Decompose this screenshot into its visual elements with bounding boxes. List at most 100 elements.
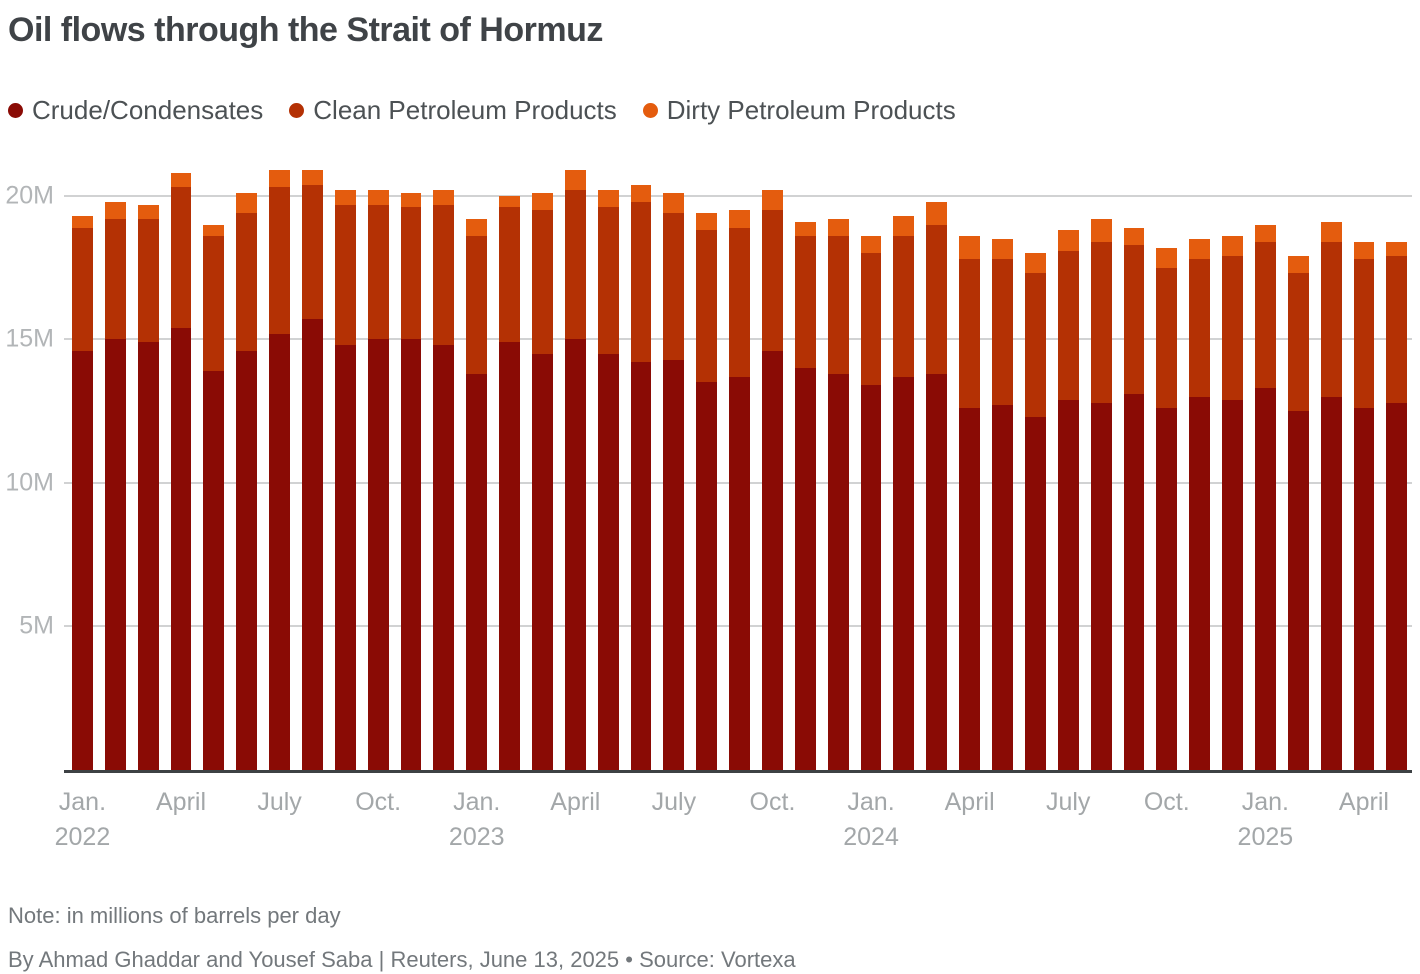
- segment-dirty: [367, 190, 389, 205]
- x-slot-20: [729, 785, 750, 847]
- y-axis: 5M 10M 15M 20M: [5, 156, 54, 770]
- segment-crude: [893, 376, 915, 770]
- bar-aug-2022: [302, 170, 323, 770]
- x-tick-april: April: [155, 787, 207, 816]
- segment-crude: [827, 373, 849, 770]
- segment-clean: [433, 204, 455, 346]
- segment-dirty: [827, 218, 849, 237]
- segment-dirty: [104, 201, 126, 219]
- segment-clean: [729, 227, 751, 377]
- segment-clean: [400, 207, 422, 340]
- x-tick-april: April: [944, 787, 995, 816]
- x-tick-jan-2024: Jan. 2024: [843, 787, 899, 851]
- bar-aug-2024: [1090, 218, 1112, 770]
- segment-clean: [203, 236, 225, 371]
- segment-dirty: [532, 193, 553, 211]
- x-slot-1: [105, 785, 126, 847]
- segment-crude: [236, 350, 258, 770]
- segment-dirty: [236, 193, 258, 214]
- gridline-20m: [64, 194, 1412, 197]
- segment-clean: [959, 259, 981, 409]
- segment-clean: [1189, 259, 1211, 397]
- segment-dirty: [1353, 241, 1375, 260]
- segment-dirty: [170, 173, 192, 188]
- segment-crude: [1123, 393, 1145, 770]
- x-tick-jan-2025: Jan. 2025: [1237, 787, 1294, 851]
- segment-clean: [170, 187, 192, 328]
- x-slot-7: [302, 785, 323, 847]
- bar-oct-2022: [367, 190, 389, 770]
- x-slot-31: [1091, 785, 1112, 847]
- segment-clean: [1320, 241, 1342, 397]
- segment-crude: [1057, 399, 1079, 770]
- bar-oct-2023: [762, 190, 783, 770]
- segment-clean: [992, 259, 1013, 406]
- segment-dirty: [203, 224, 225, 237]
- bar-feb-2024: [893, 216, 915, 770]
- segment-dirty: [630, 184, 652, 202]
- x-slot-33: Oct.: [1144, 785, 1190, 847]
- segment-clean: [564, 190, 586, 340]
- segment-clean: [104, 218, 126, 340]
- segment-clean: [1123, 244, 1145, 394]
- segment-crude: [499, 342, 521, 770]
- segment-dirty: [663, 193, 685, 214]
- legend-dot-clean-icon: [289, 102, 305, 118]
- bar-sep-2024: [1123, 227, 1145, 770]
- legend-label-crude: Crude/Condensates: [32, 94, 264, 125]
- segment-clean: [926, 224, 948, 374]
- segment-crude: [630, 362, 652, 770]
- bar-jan-2024: [860, 236, 882, 770]
- y-axis-label-20m: 20M: [5, 181, 54, 210]
- bar-jan-2022: [72, 216, 93, 770]
- bar-may-2022: [203, 224, 225, 770]
- bar-june-2023: [630, 184, 652, 770]
- segment-clean: [269, 187, 291, 334]
- bar-may-2025: [1386, 241, 1408, 770]
- bar-march-2023: [532, 193, 553, 770]
- x-tick-july: July: [651, 787, 697, 816]
- x-tick-july: July: [1045, 787, 1091, 816]
- segment-clean: [137, 218, 159, 343]
- legend-label-dirty: Dirty Petroleum Products: [666, 94, 956, 125]
- segment-clean: [762, 210, 783, 351]
- segment-dirty: [893, 216, 915, 237]
- segment-dirty: [1287, 256, 1309, 274]
- segment-clean: [827, 236, 849, 374]
- plot-area: Jan. 2022 April July Oct. Jan. 2023 April July Oc…: [55, 156, 1412, 851]
- x-tick-jan-2023: Jan. 2023: [448, 787, 505, 851]
- segment-clean: [1156, 267, 1178, 409]
- bar-july-2023: [663, 193, 685, 770]
- x-axis-labels: Jan. 2022 April July Oct. Jan. 2023 April July Oc…: [55, 785, 1412, 851]
- segment-crude: [1189, 396, 1211, 770]
- bar-june-2024: [1024, 253, 1046, 770]
- x-tick-oct-: Oct.: [1143, 787, 1190, 816]
- segment-dirty: [992, 239, 1013, 260]
- segment-crude: [433, 345, 455, 770]
- segment-dirty: [1222, 236, 1243, 257]
- x-slot-19: [696, 785, 717, 847]
- x-slot-0: Jan. 2022: [55, 785, 111, 851]
- segment-clean: [1386, 256, 1408, 403]
- segment-dirty: [1057, 230, 1079, 251]
- x-slot-40: [1386, 785, 1407, 847]
- chart-note: Note: in millions of barrels per day: [8, 903, 341, 928]
- segment-clean: [302, 184, 323, 320]
- x-slot-30: July: [1046, 785, 1090, 847]
- segment-crude: [1222, 399, 1243, 770]
- bar-dec-2023: [827, 218, 849, 770]
- bar-feb-2022: [104, 201, 126, 770]
- bar-sep-2022: [334, 190, 356, 770]
- segment-clean: [1353, 259, 1375, 409]
- legend: Crude/Condensates Clean Petroleum Produc…: [8, 95, 1412, 126]
- x-slot-21: Oct.: [750, 785, 796, 847]
- bar-jan-2023: [466, 218, 488, 770]
- segment-clean: [1090, 241, 1112, 403]
- chart-area: 5M 10M 15M 20M Jan. 2022 April July Oct. Jan. 202…: [5, 156, 1412, 851]
- y-axis-label-5m: 5M: [19, 611, 54, 640]
- segment-crude: [1156, 408, 1178, 770]
- segment-dirty: [1024, 253, 1046, 274]
- x-tick-april: April: [550, 787, 601, 816]
- segment-crude: [203, 370, 225, 770]
- bar-april-2023: [564, 170, 586, 770]
